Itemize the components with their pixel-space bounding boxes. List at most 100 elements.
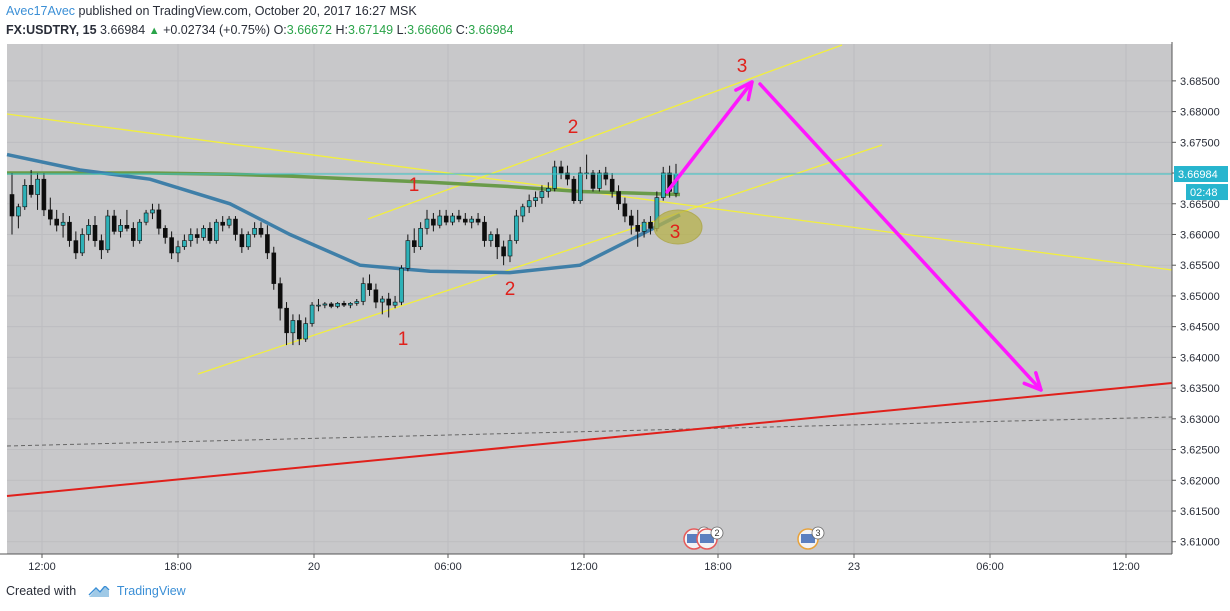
high-label: H: [335, 23, 348, 37]
candle [296, 314, 302, 346]
candle-body-down [124, 225, 130, 229]
candle-body-up [303, 323, 309, 340]
annotations: 123123223 [7, 56, 1172, 550]
price-tick-label: 3.67500 [1180, 137, 1220, 149]
candle-body-up [316, 304, 321, 307]
candle [552, 160, 558, 192]
wave-label: 2 [568, 117, 579, 138]
price-tick-label: 3.64500 [1180, 322, 1220, 334]
time-tick-label: 12:00 [570, 561, 598, 573]
candle [252, 222, 257, 238]
candle-body-down [494, 234, 500, 248]
candle-body-down [163, 228, 168, 238]
candle [277, 277, 283, 321]
price-tick-label: 3.65500 [1180, 260, 1220, 272]
time-tick-label: 06:00 [434, 561, 462, 573]
candle [431, 212, 436, 232]
candle [475, 212, 481, 226]
candle-body-up [418, 228, 423, 248]
candle [41, 173, 47, 217]
candle [641, 219, 647, 238]
publish-info: Avec17Avec published on TradingView.com,… [6, 4, 417, 18]
time-tick-label: 12:00 [28, 561, 56, 573]
price-chart[interactable]: 123123223 3.685003.680003.675003.670003.… [0, 42, 1230, 577]
candle-body-down [328, 303, 334, 307]
candle-body-up [520, 206, 526, 217]
candle-body-down [386, 298, 392, 306]
candle-body-up [392, 301, 398, 306]
candle [609, 173, 615, 198]
candle-body-down [558, 166, 564, 174]
candle [246, 231, 251, 250]
price-tick-label: 3.61000 [1180, 537, 1220, 549]
candle [379, 295, 385, 315]
candle [386, 292, 392, 318]
price-tick-label: 3.66000 [1180, 229, 1220, 241]
author-link[interactable]: Avec17Avec [6, 4, 76, 18]
candle [92, 216, 98, 247]
candle-body-down [616, 191, 621, 205]
candle-body-down [271, 252, 277, 284]
price-tick-label: 3.62000 [1180, 475, 1220, 487]
yellow-channel-lower [197, 144, 883, 375]
candle [437, 209, 443, 229]
candle [73, 231, 79, 260]
red-support-line [6, 382, 1173, 497]
last-price: 3.66984 [100, 23, 146, 37]
candle [482, 216, 487, 247]
candle [533, 191, 538, 207]
candle [47, 197, 53, 226]
candle-body-up [182, 240, 187, 248]
candle-body-up [143, 212, 149, 223]
candle-body-up [514, 215, 519, 241]
candle-body-up [214, 221, 219, 241]
candle [545, 182, 551, 198]
time-axis[interactable]: 12:00 18:00 20 06:00 12:00 18:00 23 06:00 12:00 [0, 553, 1230, 577]
plot-area[interactable] [7, 44, 1172, 554]
candle-body-up [16, 206, 21, 217]
wave-label: 3 [737, 56, 748, 77]
event-badge[interactable]: 3 [797, 526, 825, 550]
candle [226, 216, 232, 229]
badge-count: 3 [815, 528, 820, 538]
candle [290, 314, 296, 346]
candle [501, 240, 506, 266]
candle-body-down [571, 178, 577, 201]
low-value: 3.66606 [407, 23, 453, 37]
published-text: published on TradingView.com, October 20… [78, 4, 417, 18]
candle [143, 209, 149, 226]
candle [628, 209, 634, 235]
highlight-ellipse [653, 209, 703, 245]
candle-body-up [660, 172, 666, 198]
candle [99, 234, 104, 260]
candle [86, 219, 91, 241]
candle [35, 173, 40, 210]
event-badge[interactable]: 2 [696, 526, 724, 550]
candle-body-up [290, 320, 296, 334]
candle [392, 295, 398, 309]
candle [239, 228, 245, 253]
candle-body-up [424, 218, 430, 229]
candle-body-up [360, 283, 366, 302]
candle-body-up [80, 234, 85, 254]
candle [150, 203, 155, 220]
candle-body-up [105, 215, 111, 251]
candle [590, 169, 596, 192]
candle-body-up [450, 215, 455, 223]
candle [558, 160, 564, 180]
candle [418, 222, 423, 250]
tradingview-link[interactable]: TradingView [116, 584, 186, 598]
change-value: +0.02734 (+0.75%) [163, 23, 271, 37]
candle [284, 302, 289, 346]
candle-body-down [367, 283, 372, 291]
candle-body-up [309, 304, 315, 324]
candle [105, 209, 111, 253]
candle [450, 212, 455, 226]
price-axis[interactable]: 3.685003.680003.675003.670003.665003.660… [1171, 42, 1230, 577]
candle [22, 179, 28, 210]
candle-body-down [622, 203, 628, 217]
projection-arrow-up [665, 80, 754, 194]
ohlc-legend: FX:USDTRY, 15 3.66984 ▲ +0.02734 (+0.75%… [6, 23, 513, 37]
yellow-channel-upper [367, 44, 843, 220]
time-tick-label: 23 [848, 561, 860, 573]
